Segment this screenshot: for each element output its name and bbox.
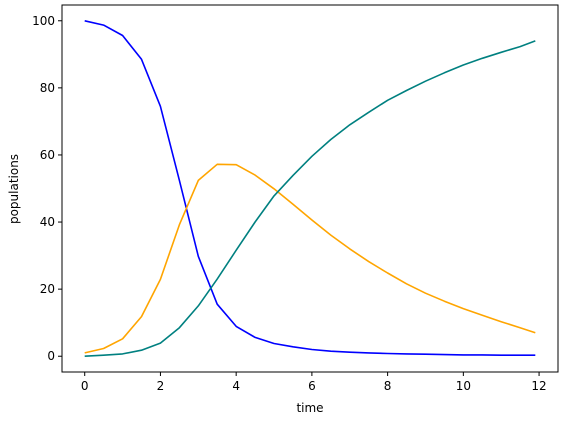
x-tick-label: 8 <box>384 379 392 393</box>
x-tick-label: 6 <box>308 379 316 393</box>
y-tick-label: 0 <box>47 349 55 363</box>
x-tick-label: 4 <box>232 379 240 393</box>
series-layer <box>84 20 536 357</box>
y-tick-label: 100 <box>32 14 55 28</box>
y-tick-label: 80 <box>40 81 55 95</box>
series-line-1 <box>84 20 536 357</box>
series-line-3 <box>84 40 536 357</box>
x-axis-label: time <box>296 401 323 415</box>
y-tick-label: 20 <box>40 282 55 296</box>
x-tick-label: 10 <box>456 379 471 393</box>
series-line-2 <box>84 163 536 354</box>
y-axis-label: populations <box>7 154 21 224</box>
x-axis-ticks: 0 2 4 6 8 10 12 <box>81 372 547 393</box>
x-tick-label: 12 <box>531 379 546 393</box>
x-tick-label: 2 <box>157 379 165 393</box>
plot-area <box>61 4 559 373</box>
y-tick-label: 40 <box>40 215 55 229</box>
y-tick-label: 60 <box>40 148 55 162</box>
x-tick-label: 0 <box>81 379 89 393</box>
y-axis-ticks: 0 20 40 60 80 100 <box>32 14 62 363</box>
